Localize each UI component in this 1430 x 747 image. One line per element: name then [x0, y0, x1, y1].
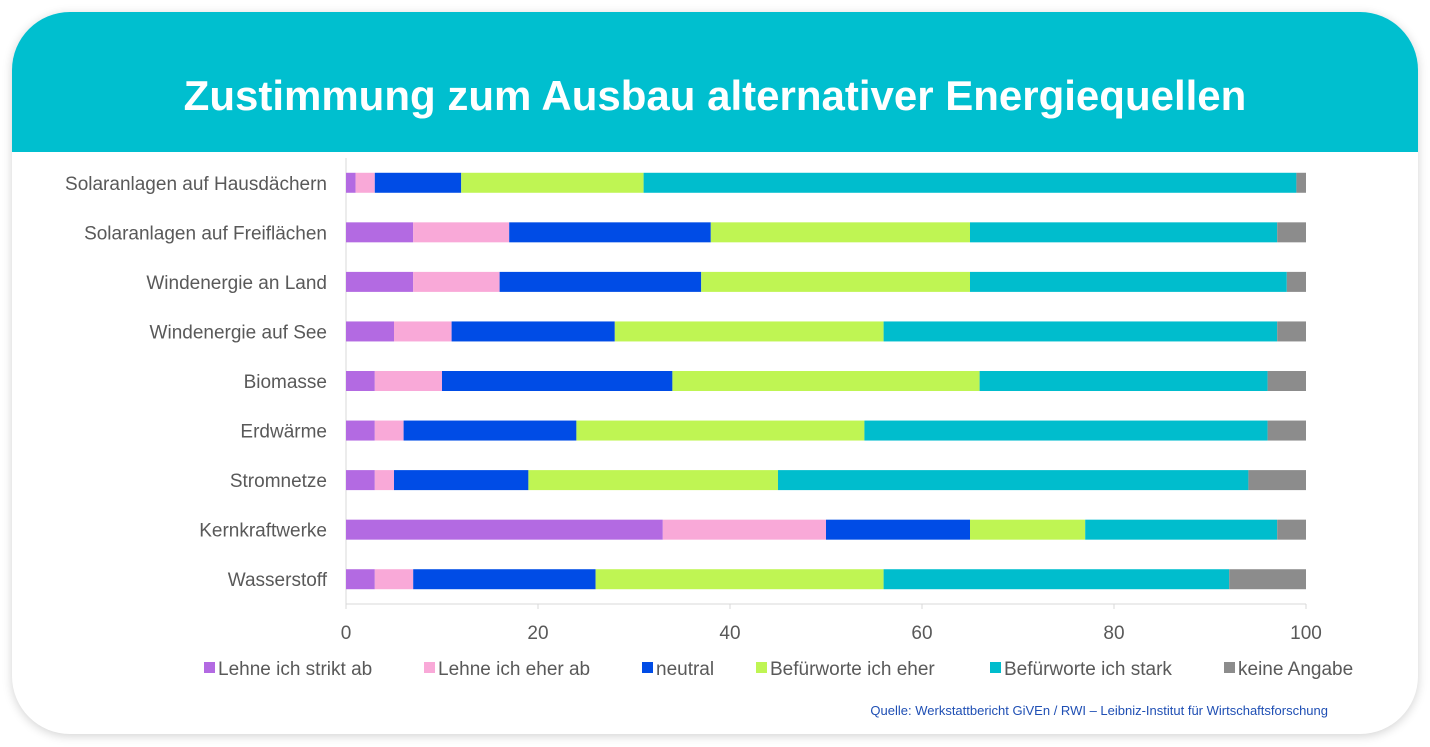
bar-segment — [413, 271, 500, 292]
bar-segment — [662, 519, 826, 540]
legend-label: Befürworte ich eher — [770, 659, 935, 680]
legend-swatch — [204, 662, 215, 673]
bar-segment — [1267, 371, 1306, 391]
bar-segment — [979, 371, 1268, 391]
bar-segment — [883, 569, 1230, 590]
bar-segment — [1296, 172, 1306, 193]
bar-segment — [403, 420, 577, 441]
bar-segment — [374, 420, 404, 441]
legend-swatch — [756, 662, 767, 673]
bar-segment — [394, 470, 529, 491]
bar-segment — [614, 321, 884, 342]
bar-segment — [413, 569, 596, 590]
bar-segment — [576, 420, 865, 441]
bar-segment — [595, 569, 884, 590]
category-label: Windenergie an Land — [146, 273, 327, 294]
bar-segment — [1277, 222, 1306, 243]
bar-segment — [883, 321, 1278, 342]
bar-segment — [374, 172, 462, 193]
legend-swatch — [424, 662, 435, 673]
legend-label: Lehne ich eher ab — [438, 659, 590, 680]
bar-segment — [701, 271, 970, 292]
bar-segment — [970, 222, 1278, 243]
legend-swatch — [642, 662, 653, 673]
bar-segment — [346, 420, 375, 441]
bar-segment — [355, 172, 375, 193]
legend-swatch — [1224, 662, 1235, 673]
bar-segment — [970, 271, 1287, 292]
x-tick-label: 0 — [341, 623, 352, 644]
bar-segment — [1248, 470, 1306, 491]
x-tick-label: 80 — [1103, 623, 1124, 644]
bar-segment — [451, 321, 615, 342]
category-label: Solaranlagen auf Freiflächen — [84, 223, 327, 244]
bar-segment — [346, 519, 663, 540]
bar-segment — [374, 470, 394, 491]
bar-segment — [1286, 271, 1306, 292]
bar-segment — [710, 222, 970, 243]
x-tick-label: 40 — [719, 623, 740, 644]
bar-segment — [346, 172, 356, 193]
bar-segment — [346, 271, 414, 292]
category-label: Solaranlagen auf Hausdächern — [65, 174, 327, 195]
category-label: Stromnetze — [230, 471, 327, 492]
bar-segment — [864, 420, 1268, 441]
bar-segment — [509, 222, 711, 243]
bar-segment — [394, 321, 452, 342]
bar-segment — [1267, 420, 1306, 441]
bar-segment — [970, 519, 1086, 540]
category-label: Biomasse — [244, 372, 327, 393]
bar-segment — [461, 172, 644, 193]
bar-segment — [442, 371, 673, 391]
category-label: Erdwärme — [240, 422, 327, 443]
x-tick-label: 20 — [527, 623, 548, 644]
bar-segment — [413, 222, 510, 243]
bar-segment — [346, 569, 375, 590]
x-tick-label: 100 — [1290, 623, 1322, 644]
bar-segment — [672, 371, 980, 391]
legend-label: keine Angabe — [1238, 659, 1353, 680]
legend-label: Befürworte ich stark — [1004, 659, 1172, 680]
bar-segment — [1277, 321, 1306, 342]
bar-segment — [346, 470, 375, 491]
bar-segment — [346, 371, 375, 391]
bar-segment — [1085, 519, 1278, 540]
title-banner — [12, 12, 1418, 152]
bar-segment — [346, 321, 394, 342]
bar-segment — [499, 271, 702, 292]
bar-segment — [643, 172, 1297, 193]
category-label: Windenergie auf See — [150, 322, 327, 343]
bar-segment — [346, 222, 414, 243]
legend-label: neutral — [656, 659, 714, 680]
bar-segment — [826, 519, 970, 540]
legend-label: Lehne ich strikt ab — [218, 659, 372, 680]
bar-segment — [778, 470, 1249, 491]
bar-segment — [1277, 519, 1306, 540]
category-label: Kernkraftwerke — [199, 521, 327, 542]
category-label: Wasserstoff — [228, 570, 328, 591]
x-tick-label: 60 — [911, 623, 932, 644]
bar-segment — [374, 569, 414, 590]
bar-segment — [1229, 569, 1306, 590]
chart-title: Zustimmung zum Ausbau alternativer Energ… — [183, 72, 1247, 119]
bar-segment — [374, 371, 442, 391]
legend-swatch — [990, 662, 1001, 673]
source-note: Quelle: Werkstattbericht GiVEn / RWI – L… — [870, 703, 1328, 718]
bar-segment — [528, 470, 778, 491]
